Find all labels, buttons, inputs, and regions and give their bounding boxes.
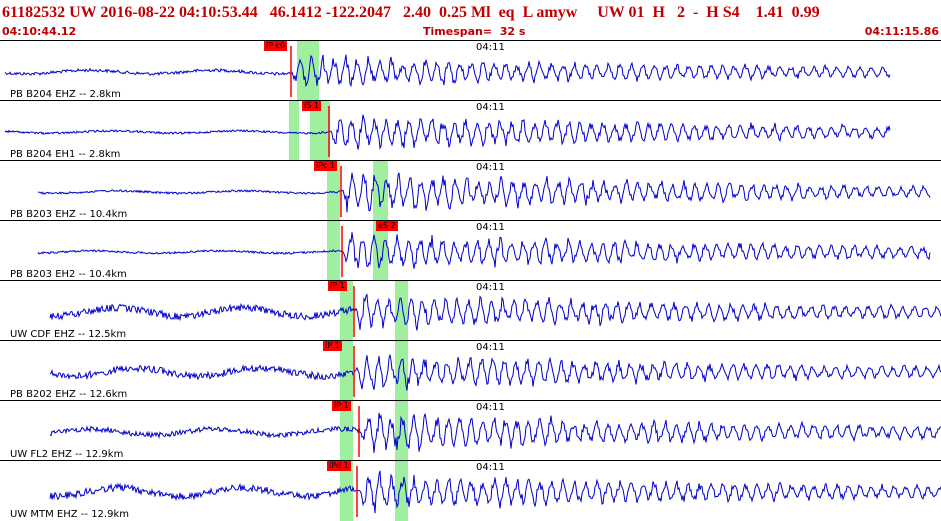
pick-window [373, 161, 388, 221]
pick-window [395, 461, 408, 521]
pick-window [395, 281, 408, 341]
trace-panel[interactable]: iP 1 04:11 UW CDF EHZ -- 12.5km [0, 280, 941, 341]
waveform-plot [37, 221, 931, 281]
pick-flag[interactable]: iP c0 [264, 41, 288, 51]
pick-flag[interactable]: iP 1 [328, 281, 347, 291]
minute-tick-label: 04:11 [476, 162, 505, 173]
pick-flag[interactable]: iS 1 [302, 101, 321, 111]
start-time: 04:10:44.12 [2, 25, 77, 38]
waveform-plot [49, 341, 941, 401]
waveform-trace [37, 172, 931, 213]
trace-panel[interactable]: iPd 1 04:11 UW MTM EHZ -- 12.9km [0, 460, 941, 521]
trace-panel[interactable]: iP c0 04:11 PB B204 EHZ -- 2.8km [0, 40, 941, 101]
station-label: PB B203 EH2 -- 10.4km [10, 269, 127, 280]
end-time: 04:11:15.86 [864, 25, 939, 38]
pick-flag[interactable]: iP 1 [323, 341, 342, 351]
minute-tick-label: 04:11 [476, 222, 505, 233]
station-label: PB B203 EHZ -- 10.4km [10, 209, 128, 220]
trace-panel[interactable]: iS 1 04:11 PB B204 EH1 -- 2.8km [0, 100, 941, 161]
event-header: 61182532 UW 2016-08-22 04:10:53.44 46.14… [0, 0, 941, 40]
waveform-plot [49, 281, 941, 341]
waveform-plot [4, 101, 891, 161]
station-label: UW FL2 EHZ -- 12.9km [10, 449, 124, 460]
waveform-trace [4, 114, 891, 150]
pick-window [297, 41, 319, 101]
pick-window [327, 161, 340, 221]
minute-tick-label: 04:11 [476, 282, 505, 293]
minute-tick-label: 04:11 [476, 342, 505, 353]
minute-tick-label: 04:11 [476, 42, 505, 53]
minute-tick-label: 04:11 [476, 462, 505, 473]
station-label: PB B204 EHZ -- 2.8km [10, 89, 121, 100]
event-title: 61182532 UW 2016-08-22 04:10:53.44 46.14… [2, 4, 820, 21]
station-label: PB B202 EHZ -- 12.6km [10, 389, 128, 400]
trace-panel[interactable]: iP 1 04:11 UW FL2 EHZ -- 12.9km [0, 400, 941, 461]
pick-window [310, 101, 330, 161]
pick-window [289, 101, 299, 161]
waveform-plot [37, 161, 931, 221]
pick-window [395, 401, 408, 461]
trace-panel-stack[interactable]: iP c0 04:11 PB B204 EHZ -- 2.8km iS 1 04:11 P… [0, 40, 941, 521]
pick-flag[interactable]: iP 1 [332, 401, 351, 411]
waveform-trace [37, 232, 931, 269]
station-label: UW MTM EHZ -- 12.9km [10, 509, 129, 520]
waveform-trace [49, 470, 941, 514]
trace-panel[interactable]: iP 1 04:11 PB B202 EHZ -- 12.6km [0, 340, 941, 401]
pick-flag[interactable]: eS 2 [376, 221, 398, 231]
trace-panel[interactable]: iPc 1 04:11 PB B203 EHZ -- 10.4km [0, 160, 941, 221]
waveform-trace [49, 354, 941, 391]
waveform-plot [49, 461, 941, 521]
station-label: PB B204 EH1 -- 2.8km [10, 149, 121, 160]
minute-tick-label: 04:11 [476, 102, 505, 113]
timespan-label: Timespan= 32 s [423, 25, 526, 38]
station-label: UW CDF EHZ -- 12.5km [10, 329, 127, 340]
pick-flag[interactable]: iPd 1 [327, 461, 351, 471]
pick-window [395, 341, 408, 401]
pick-flag[interactable]: iPc 1 [314, 161, 338, 171]
trace-panel[interactable]: eS 2 04:11 PB B203 EH2 -- 10.4km [0, 220, 941, 281]
minute-tick-label: 04:11 [476, 402, 505, 413]
waveform-trace [4, 54, 891, 88]
waveform-plot [4, 41, 891, 101]
pick-window [373, 221, 388, 281]
waveform-plot [49, 401, 941, 461]
waveform-trace [49, 412, 941, 454]
waveform-trace [49, 293, 941, 331]
